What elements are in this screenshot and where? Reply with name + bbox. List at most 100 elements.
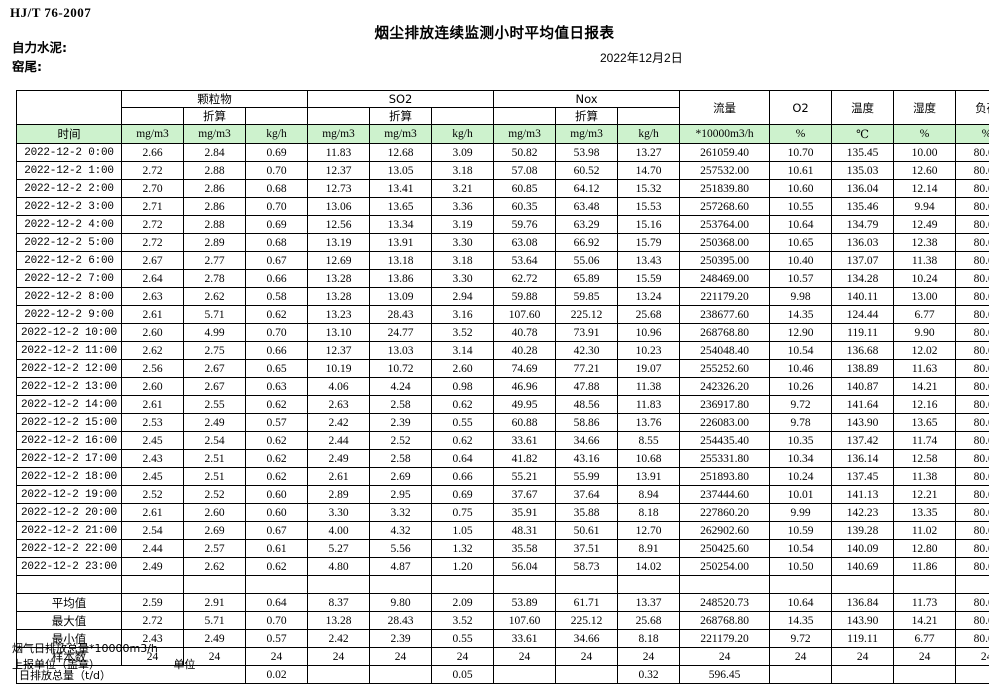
summary-cell-1: 2.72 (122, 612, 184, 630)
data-cell-6: 3.36 (432, 198, 494, 216)
blank-cell-13 (894, 576, 956, 594)
unit-header-4: mg/m3 (308, 125, 370, 144)
summary-cell-5: 24 (370, 648, 432, 666)
data-cell-9: 25.68 (618, 306, 680, 324)
data-cell-11: 14.35 (770, 306, 832, 324)
unit-header-9: kg/h (618, 125, 680, 144)
data-cell-11: 9.98 (770, 288, 832, 306)
data-cell-7: 40.78 (494, 324, 556, 342)
data-cell-6: 3.30 (432, 234, 494, 252)
data-cell-11: 10.65 (770, 234, 832, 252)
data-cell-1: 2.72 (122, 234, 184, 252)
company-name: 自力水泥: (12, 38, 67, 57)
data-cell-3: 0.60 (246, 504, 308, 522)
data-cell-13: 13.00 (894, 288, 956, 306)
data-cell-7: 107.60 (494, 306, 556, 324)
data-cell-4: 13.10 (308, 324, 370, 342)
data-cell-14: 80.00 (956, 450, 989, 468)
table-body: 颗粒物 SO2 Nox 流量 O2 温度 湿度 负荷 折算 折算 折算 时间 m… (17, 91, 989, 684)
data-cell-14: 80.00 (956, 216, 989, 234)
report-date: 2022年12月2日 (600, 49, 683, 66)
data-cell-5: 13.86 (370, 270, 432, 288)
data-cell-0: 2022-12-2 19:00 (17, 486, 122, 504)
data-cell-8: 50.61 (556, 522, 618, 540)
data-cell-14: 80.00 (956, 414, 989, 432)
data-cell-6: 3.19 (432, 216, 494, 234)
data-cell-4: 2.49 (308, 450, 370, 468)
data-cell-0: 2022-12-2 2:00 (17, 180, 122, 198)
summary-cell-0: 平均值 (17, 594, 122, 612)
sub-header-particulate-converted: 折算 (184, 108, 246, 125)
data-cell-2: 2.77 (184, 252, 246, 270)
data-cell-7: 60.35 (494, 198, 556, 216)
data-cell-6: 2.60 (432, 360, 494, 378)
data-cell-13: 12.58 (894, 450, 956, 468)
data-cell-4: 4.06 (308, 378, 370, 396)
data-cell-3: 0.68 (246, 180, 308, 198)
data-cell-13: 9.90 (894, 324, 956, 342)
data-cell-11: 9.78 (770, 414, 832, 432)
summary-cell-12 (832, 666, 894, 684)
data-cell-0: 2022-12-2 10:00 (17, 324, 122, 342)
data-cell-10: 261059.40 (680, 144, 770, 162)
data-cell-6: 3.30 (432, 270, 494, 288)
summary-cell-11 (770, 666, 832, 684)
summary-cell-8: 61.71 (556, 594, 618, 612)
data-cell-10: 238677.60 (680, 306, 770, 324)
summary-cell-5: 9.80 (370, 594, 432, 612)
data-cell-5: 5.56 (370, 540, 432, 558)
data-cell-1: 2.66 (122, 144, 184, 162)
data-cell-9: 15.59 (618, 270, 680, 288)
blank-cell-11 (770, 576, 832, 594)
data-cell-5: 13.03 (370, 342, 432, 360)
data-cell-14: 80.00 (956, 360, 989, 378)
data-cell-10: 254048.40 (680, 342, 770, 360)
data-cell-5: 4.32 (370, 522, 432, 540)
data-cell-14: 80.00 (956, 432, 989, 450)
data-cell-6: 0.66 (432, 468, 494, 486)
sub-header-so2-1 (308, 108, 370, 125)
data-cell-7: 60.88 (494, 414, 556, 432)
data-cell-9: 19.07 (618, 360, 680, 378)
summary-cell-7: 107.60 (494, 612, 556, 630)
footer-total-emission-note: 烟气日排放总量*10000m3/h (12, 641, 195, 657)
data-cell-8: 43.16 (556, 450, 618, 468)
data-cell-14: 80.00 (956, 306, 989, 324)
data-cell-0: 2022-12-2 12:00 (17, 360, 122, 378)
data-cell-5: 2.52 (370, 432, 432, 450)
data-cell-9: 15.16 (618, 216, 680, 234)
summary-cell-7: 24 (494, 648, 556, 666)
summary-cell-2: 2.91 (184, 594, 246, 612)
data-cell-2: 2.55 (184, 396, 246, 414)
data-cell-2: 2.67 (184, 378, 246, 396)
data-cell-13: 12.38 (894, 234, 956, 252)
data-cell-8: 59.85 (556, 288, 618, 306)
sub-header-nox-converted: 折算 (556, 108, 618, 125)
summary-cell-13: 11.73 (894, 594, 956, 612)
data-cell-10: 236917.80 (680, 396, 770, 414)
summary-cell-9: 24 (618, 648, 680, 666)
data-cell-13: 10.24 (894, 270, 956, 288)
summary-cell-14: 80.00 (956, 612, 989, 630)
data-cell-2: 2.57 (184, 540, 246, 558)
unit-header-11: % (770, 125, 832, 144)
data-cell-12: 140.69 (832, 558, 894, 576)
data-cell-10: 250254.00 (680, 558, 770, 576)
data-cell-0: 2022-12-2 14:00 (17, 396, 122, 414)
data-cell-4: 13.23 (308, 306, 370, 324)
unit-header-2: mg/m3 (184, 125, 246, 144)
data-cell-4: 12.56 (308, 216, 370, 234)
data-cell-13: 14.21 (894, 378, 956, 396)
data-cell-3: 0.62 (246, 450, 308, 468)
data-cell-0: 2022-12-2 6:00 (17, 252, 122, 270)
data-cell-14: 80.00 (956, 162, 989, 180)
data-cell-12: 141.13 (832, 486, 894, 504)
